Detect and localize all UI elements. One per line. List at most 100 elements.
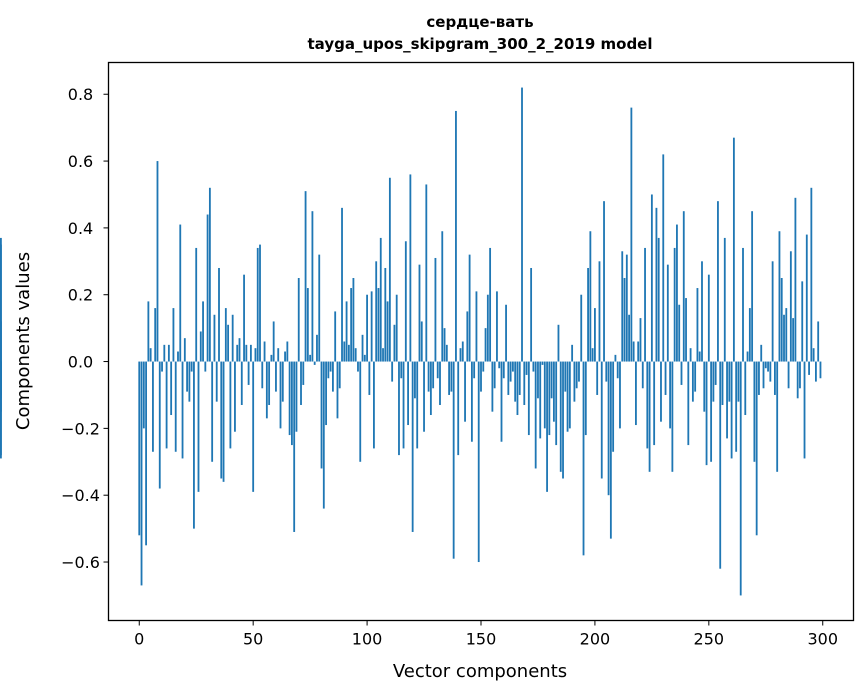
bar-191 bbox=[573, 361, 576, 402]
bar-74 bbox=[306, 288, 309, 362]
bar-281 bbox=[778, 231, 781, 362]
bar-23 bbox=[190, 361, 193, 372]
bar-266 bbox=[744, 361, 747, 416]
bar-187 bbox=[564, 361, 567, 392]
bar-118 bbox=[407, 361, 409, 426]
bar-185 bbox=[559, 361, 562, 472]
bar-24 bbox=[193, 361, 195, 529]
y-tick-label: 0.6 bbox=[68, 152, 93, 171]
bar-159 bbox=[500, 361, 503, 442]
bar-237 bbox=[678, 304, 681, 362]
x-tick-label: 250 bbox=[694, 630, 725, 649]
bar-259 bbox=[728, 361, 731, 402]
plot-frame bbox=[107, 61, 855, 622]
bar-261 bbox=[732, 137, 735, 362]
bar-37 bbox=[222, 361, 225, 482]
bar-28 bbox=[202, 301, 204, 362]
bar-231 bbox=[664, 361, 667, 395]
bar-26 bbox=[197, 361, 200, 492]
bar-27 bbox=[199, 331, 202, 362]
bar-10 bbox=[161, 361, 163, 372]
bar-138 bbox=[452, 361, 455, 559]
bar-62 bbox=[279, 361, 282, 429]
y-axis-ticks: −0.6 −0.4 −0.2 0.0 0.2 0.4 0.6 0.8 bbox=[61, 85, 109, 572]
bar-114 bbox=[398, 361, 400, 456]
bar-105 bbox=[377, 288, 380, 362]
bar-167 bbox=[518, 361, 521, 395]
bar-235 bbox=[673, 247, 676, 362]
bar-140 bbox=[457, 361, 460, 456]
bar-50 bbox=[252, 361, 255, 492]
bar-246 bbox=[698, 351, 701, 362]
bar-152 bbox=[484, 328, 487, 362]
bar-168 bbox=[521, 87, 523, 362]
bar-146 bbox=[470, 361, 473, 442]
bar-134 bbox=[443, 328, 446, 362]
bar-178 bbox=[543, 361, 546, 429]
chart-title: сердце-вать bbox=[426, 13, 533, 31]
bar-88 bbox=[338, 361, 341, 389]
bar-292 bbox=[803, 361, 806, 459]
bar-95 bbox=[354, 348, 357, 362]
bar-286 bbox=[789, 251, 792, 362]
bar-102 bbox=[370, 291, 373, 362]
y-tick-label: 0.8 bbox=[68, 85, 93, 104]
y-axis-label: Components values bbox=[13, 252, 34, 430]
bar-127 bbox=[427, 361, 430, 392]
bar-18 bbox=[179, 224, 182, 362]
bar-200 bbox=[594, 308, 596, 362]
bar-294 bbox=[808, 361, 810, 375]
bar-250 bbox=[707, 274, 710, 362]
bar-171 bbox=[527, 361, 530, 436]
bar-214 bbox=[625, 254, 628, 362]
bar-251 bbox=[710, 361, 713, 462]
bar-166 bbox=[516, 361, 519, 416]
bar-287 bbox=[792, 318, 795, 362]
bar-209 bbox=[614, 354, 617, 362]
bar-4 bbox=[147, 301, 150, 362]
bar-224 bbox=[648, 361, 651, 472]
bar-192 bbox=[575, 361, 578, 389]
bar-143 bbox=[464, 361, 466, 422]
bar-124 bbox=[420, 321, 423, 362]
bar-269 bbox=[751, 211, 754, 362]
bar-58 bbox=[270, 354, 273, 362]
bar-81 bbox=[322, 361, 325, 509]
bar-15 bbox=[172, 308, 175, 362]
bar-82 bbox=[325, 361, 327, 426]
bar-207 bbox=[609, 361, 612, 539]
bar-253 bbox=[714, 361, 717, 385]
bar-73 bbox=[304, 191, 307, 362]
bar-179 bbox=[546, 361, 548, 492]
bar-278 bbox=[771, 261, 774, 362]
bar-94 bbox=[352, 278, 355, 362]
y-tick-label: 0.4 bbox=[68, 219, 93, 238]
bar-147 bbox=[473, 361, 476, 379]
bar-137 bbox=[450, 361, 453, 392]
bar-undefined bbox=[0, 361, 2, 382]
bar-119 bbox=[409, 174, 412, 362]
bar-39 bbox=[227, 324, 230, 362]
bar-115 bbox=[400, 361, 403, 379]
bar-34 bbox=[215, 361, 218, 402]
bar-121 bbox=[414, 361, 416, 399]
bar-122 bbox=[416, 361, 419, 449]
y-tick-label: −0.4 bbox=[61, 486, 100, 505]
bar-59 bbox=[272, 321, 275, 362]
y-tick-label: −0.2 bbox=[61, 419, 100, 438]
bar-189 bbox=[568, 361, 571, 429]
bar-165 bbox=[514, 361, 517, 402]
bar-92 bbox=[347, 344, 350, 362]
bar-260 bbox=[730, 361, 733, 459]
bar-17 bbox=[177, 351, 179, 362]
bar-170 bbox=[525, 361, 528, 375]
bar-282 bbox=[780, 278, 783, 362]
bar-264 bbox=[739, 361, 742, 596]
bar-96 bbox=[357, 361, 359, 372]
bar-169 bbox=[523, 361, 526, 405]
bar-42 bbox=[234, 361, 236, 432]
bar-106 bbox=[379, 237, 382, 362]
bar-280 bbox=[776, 361, 779, 472]
bar-226 bbox=[653, 361, 656, 446]
bar-196 bbox=[584, 361, 587, 436]
